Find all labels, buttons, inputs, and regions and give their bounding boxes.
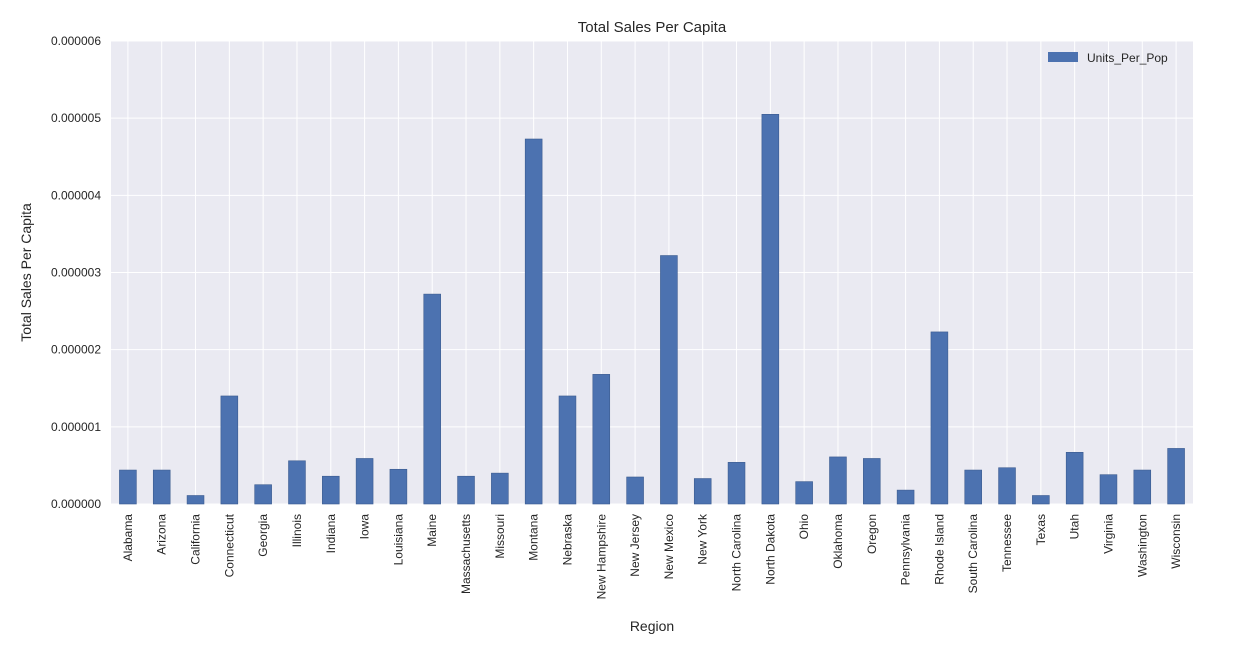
x-tick-label: Virginia — [1101, 514, 1115, 554]
x-tick-label: Illinois — [290, 514, 304, 547]
bar-nebraska — [558, 395, 577, 505]
bar-louisiana — [389, 468, 408, 505]
x-tick-label: Utah — [1068, 514, 1082, 539]
x-tick-label: Oklahoma — [831, 514, 845, 569]
x-tick-label: Ohio — [797, 514, 811, 540]
bar-utah — [1065, 451, 1084, 505]
bar-washington — [1133, 469, 1152, 505]
bar-massachusetts — [457, 475, 475, 505]
bar-south-carolina — [964, 469, 982, 505]
bar-connecticut — [220, 395, 239, 505]
y-tick-label: 0.000005 — [51, 111, 101, 125]
x-tick-label: Tennessee — [1000, 514, 1014, 572]
y-tick-label: 0.000001 — [51, 420, 101, 434]
x-tick-label: Nebraska — [560, 514, 574, 566]
bar-new-mexico — [660, 255, 678, 505]
y-tick-label: 0.000006 — [51, 34, 101, 48]
x-tick-label: Georgia — [256, 514, 270, 557]
bar-georgia — [254, 484, 272, 505]
y-tick-label: 0.000003 — [51, 266, 101, 280]
bar-oregon — [863, 458, 881, 505]
legend: Units_Per_Pop — [1048, 51, 1168, 65]
x-tick-label: Pennsylvania — [899, 514, 913, 586]
x-tick-label: South Carolina — [966, 514, 980, 594]
bar-new-york — [693, 478, 712, 505]
x-tick-label: Louisiana — [391, 514, 405, 566]
x-tick-label: Oregon — [865, 514, 879, 554]
x-tick-label: North Dakota — [763, 514, 777, 585]
legend-label: Units_Per_Pop — [1087, 51, 1168, 65]
x-tick-label: California — [189, 514, 203, 565]
bars — [119, 114, 1185, 505]
y-tick-label: 0.000002 — [51, 343, 101, 357]
bar-missouri — [491, 472, 509, 505]
y-tick-labels: 0.000000 0.000001 0.000002 0.000003 0.000004… — [51, 34, 101, 511]
x-tick-label: Massachusetts — [459, 514, 473, 594]
bar-tennessee — [998, 467, 1016, 505]
x-tick-label: New Hampshire — [594, 514, 608, 600]
bar-texas — [1032, 495, 1050, 505]
x-tick-labels: Alabama Arizona California Connecticut Georg… — [121, 513, 1183, 599]
bar-iowa — [355, 458, 374, 505]
chart-title: Total Sales Per Capita — [578, 19, 727, 36]
x-tick-label: New Mexico — [662, 514, 676, 580]
x-tick-label: Texas — [1034, 514, 1048, 545]
x-axis-title: Region — [630, 618, 674, 634]
x-tick-label: New Jersey — [628, 514, 642, 577]
x-tick-label: Washington — [1135, 514, 1149, 577]
bar-new-jersey — [626, 476, 644, 505]
bar-illinois — [288, 460, 306, 505]
x-tick-label: Indiana — [324, 514, 338, 554]
bar-new-hampshire — [592, 374, 611, 505]
bar-north-carolina — [727, 462, 746, 505]
x-tick-label: Wisconsin — [1169, 514, 1183, 569]
x-tick-label: Connecticut — [222, 513, 236, 577]
x-tick-label: Missouri — [493, 514, 507, 559]
x-tick-label: Arizona — [155, 514, 169, 555]
bar-virginia — [1099, 474, 1118, 505]
bar-pennsylvania — [896, 489, 915, 505]
legend-swatch — [1048, 52, 1078, 62]
y-tick-label: 0.000004 — [51, 188, 101, 202]
x-tick-label: North Carolina — [730, 514, 744, 592]
bar-montana — [524, 138, 543, 505]
bar-arizona — [152, 469, 171, 505]
x-tick-label: Iowa — [358, 514, 372, 540]
y-axis-title: Total Sales Per Capita — [18, 203, 34, 342]
bar-wisconsin — [1167, 448, 1185, 505]
x-tick-label: Alabama — [121, 514, 135, 562]
bar-maine — [423, 293, 441, 505]
bar-oklahoma — [829, 456, 847, 505]
x-tick-label: New York — [696, 513, 710, 565]
bar-alabama — [119, 469, 137, 505]
x-tick-label: Rhode Island — [932, 514, 946, 585]
x-tick-label: Montana — [527, 514, 541, 561]
bar-california — [186, 495, 205, 505]
bar-indiana — [322, 475, 340, 505]
y-tick-label: 0.000000 — [51, 497, 101, 511]
bar-ohio — [795, 481, 813, 505]
x-tick-label: Maine — [425, 514, 439, 547]
bar-rhode-island — [930, 331, 949, 505]
bar-north-dakota — [761, 114, 780, 505]
